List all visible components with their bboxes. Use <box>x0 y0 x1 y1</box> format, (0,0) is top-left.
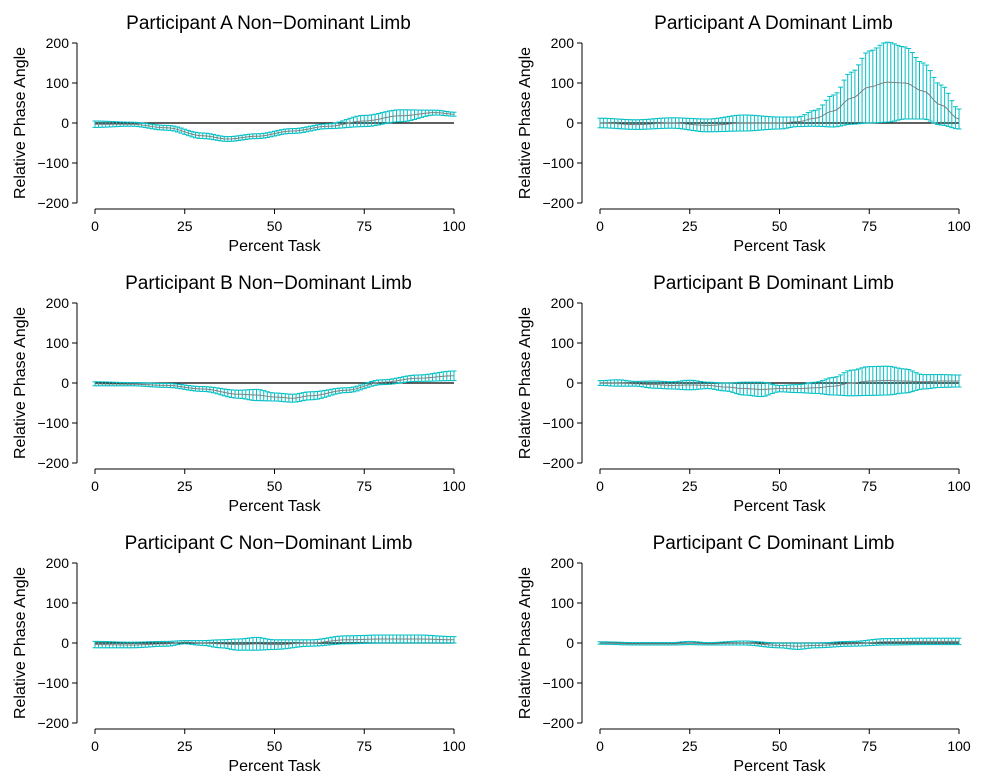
y-axis-label: Relative Phase Angle <box>517 307 534 459</box>
chart-title: Participant A Dominant Limb <box>654 13 893 34</box>
y-tick-label: 0 <box>566 635 574 651</box>
errorbar-series <box>92 370 457 403</box>
x-tick-label: 75 <box>861 738 877 754</box>
y-tick-label: 100 <box>46 335 70 351</box>
y-axis-label: Relative Phase Angle <box>517 567 534 719</box>
y-tick-label: 0 <box>61 635 69 651</box>
mean-line <box>94 638 455 646</box>
y-tick-label: 200 <box>551 555 575 571</box>
x-tick-label: 25 <box>177 478 193 494</box>
x-tick-label: 0 <box>91 478 99 494</box>
x-tick-label: 75 <box>861 478 877 494</box>
y-axis-label: Relative Phase Angle <box>12 567 29 719</box>
y-tick-label: 100 <box>551 335 575 351</box>
x-tick-label: 100 <box>947 738 971 754</box>
y-tick-label: −100 <box>542 675 574 691</box>
mean-line <box>94 375 455 399</box>
y-tick-label: −100 <box>37 415 69 431</box>
y-tick-label: 0 <box>61 375 69 391</box>
y-tick-label: 0 <box>61 115 69 131</box>
y-axis-label: Relative Phase Angle <box>517 47 534 199</box>
mean-line <box>600 380 959 390</box>
x-tick-label: 100 <box>442 478 466 494</box>
x-tick-label: 50 <box>772 218 788 234</box>
chart-title: Participant B Non−Dominant Limb <box>125 273 412 294</box>
y-tick-label: −100 <box>37 155 69 171</box>
y-tick-label: −200 <box>37 715 69 731</box>
x-tick-label: 100 <box>947 478 971 494</box>
x-axis-label: Percent Task <box>733 238 826 255</box>
y-tick-label: 100 <box>46 75 70 91</box>
x-tick-label: 50 <box>267 738 283 754</box>
x-tick-label: 0 <box>596 738 604 754</box>
x-axis-label: Percent Task <box>733 758 826 774</box>
x-tick-label: 50 <box>772 738 788 754</box>
chart-panel: Participant A Dominant Limb −200 −100 0 100 2… <box>517 13 971 255</box>
x-axis-label: Percent Task <box>228 498 321 515</box>
x-tick-label: 75 <box>861 218 877 234</box>
y-tick-label: −100 <box>37 675 69 691</box>
chart-panel: Participant B Non−Dominant Limb −200 −100 0… <box>12 273 466 515</box>
x-tick-label: 75 <box>356 218 372 234</box>
y-tick-label: 200 <box>551 295 575 311</box>
y-tick-label: −200 <box>37 455 69 471</box>
chart-title: Participant A Non−Dominant Limb <box>126 13 411 34</box>
y-tick-label: 0 <box>566 375 574 391</box>
mean-line <box>95 112 455 140</box>
mean-line <box>599 640 959 647</box>
x-tick-label: 50 <box>267 478 283 494</box>
chart-panel: Participant B Dominant Limb −200 −100 0 100 2… <box>517 273 971 515</box>
y-tick-label: 200 <box>46 295 70 311</box>
x-tick-label: 100 <box>442 218 466 234</box>
y-tick-label: −100 <box>542 155 574 171</box>
chart-title: Participant C Non−Dominant Limb <box>125 533 413 554</box>
x-tick-label: 25 <box>682 738 698 754</box>
x-axis-label: Percent Task <box>733 498 826 515</box>
errorbar-series <box>597 41 962 133</box>
y-tick-label: 100 <box>551 595 575 611</box>
x-tick-label: 25 <box>682 218 698 234</box>
chart-panel: Participant C Non−Dominant Limb −200 −100 0… <box>12 533 466 775</box>
y-tick-label: −200 <box>542 455 574 471</box>
x-tick-label: 100 <box>947 218 971 234</box>
x-tick-label: 50 <box>267 218 283 234</box>
y-tick-label: −200 <box>37 195 69 211</box>
x-tick-label: 0 <box>596 478 604 494</box>
y-tick-label: 0 <box>566 115 574 131</box>
x-tick-label: 100 <box>442 738 466 754</box>
x-axis-label: Percent Task <box>228 758 321 774</box>
mean-line <box>599 81 960 126</box>
y-tick-label: 100 <box>46 595 70 611</box>
chart-title: Participant B Dominant Limb <box>653 273 894 294</box>
y-tick-label: 200 <box>551 35 575 51</box>
x-tick-label: 25 <box>177 738 193 754</box>
x-tick-label: 0 <box>91 218 99 234</box>
x-tick-label: 25 <box>682 478 698 494</box>
y-axis-label: Relative Phase Angle <box>12 47 29 199</box>
y-axis-label: Relative Phase Angle <box>12 307 29 459</box>
x-tick-label: 25 <box>177 218 193 234</box>
x-tick-label: 75 <box>356 478 372 494</box>
y-tick-label: 200 <box>46 555 70 571</box>
x-tick-label: 75 <box>356 738 372 754</box>
y-tick-label: 100 <box>551 75 575 91</box>
x-tick-label: 0 <box>596 218 604 234</box>
x-axis-label: Percent Task <box>228 238 321 255</box>
x-tick-label: 50 <box>772 478 788 494</box>
y-tick-label: −200 <box>542 195 574 211</box>
x-tick-label: 0 <box>91 738 99 754</box>
y-tick-label: −200 <box>542 715 574 731</box>
chart-panel: Participant C Dominant Limb −200 −100 0 100 2… <box>517 533 971 775</box>
chart-title: Participant C Dominant Limb <box>653 533 895 554</box>
y-tick-label: −100 <box>542 415 574 431</box>
y-tick-label: 200 <box>46 35 70 51</box>
chart-panel: Participant A Non−Dominant Limb −200 −100 0… <box>12 13 466 255</box>
